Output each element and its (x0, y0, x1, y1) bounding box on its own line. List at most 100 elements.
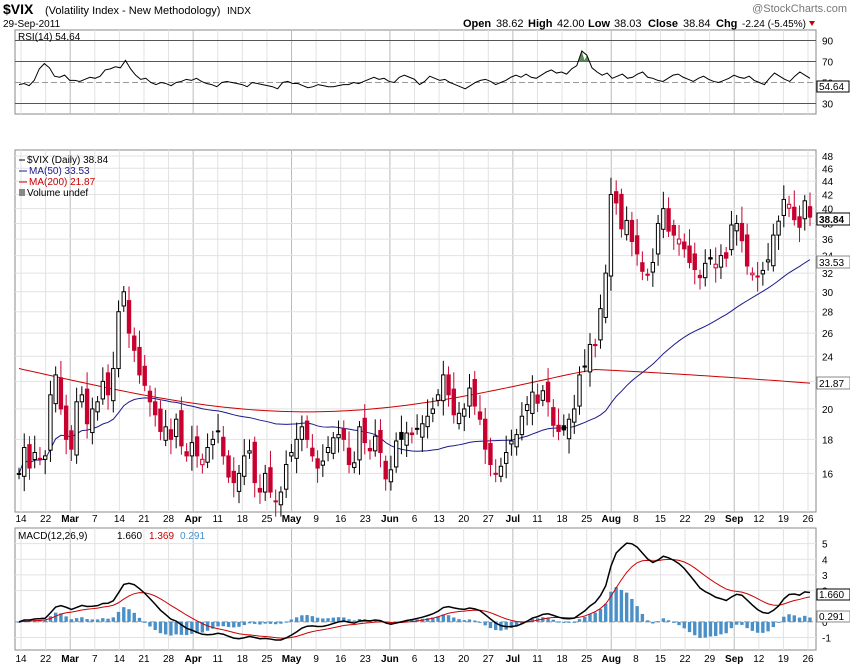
macd-hist-bar (410, 619, 414, 622)
candle-body (331, 437, 336, 454)
macd-hist-bar (771, 621, 776, 628)
candle-body (676, 238, 682, 245)
candle-body (729, 224, 734, 251)
candle-body (493, 472, 498, 475)
macd-hist-bar (661, 618, 666, 622)
high-value: 42.00 (557, 18, 585, 30)
macd-hist-bar (530, 618, 535, 622)
macd-signal-line (18, 558, 811, 639)
candle-body (294, 438, 299, 459)
x-tick-label: Jul (506, 654, 521, 665)
legend-volume: Volume undef (27, 188, 88, 199)
candle-body (425, 415, 430, 428)
candle-body (650, 261, 656, 273)
candle-body (771, 234, 776, 267)
macd-hist-bar (315, 617, 320, 622)
macd-hist-bar (258, 621, 262, 625)
candle-body (634, 235, 640, 255)
macd-tick-label: 4 (822, 555, 828, 566)
x-tick-label: 25 (581, 654, 593, 665)
candle-body (84, 388, 90, 425)
candle-body (540, 390, 546, 401)
macd-hist-bar (745, 621, 749, 629)
rsi-panel (14, 29, 817, 115)
macd-hist-value: 0.291 (180, 531, 205, 542)
macd-hist-bar (609, 591, 613, 622)
macd-hist-bar (148, 621, 152, 627)
candle-body (467, 387, 472, 407)
price-panel (14, 149, 817, 513)
x-tick-label: Sep (725, 514, 743, 525)
macd-hist-bar (69, 619, 74, 622)
macd-hist-bar (729, 621, 734, 629)
candle-body (231, 470, 236, 484)
macd-hist-bar (221, 621, 225, 627)
x-tick-label: 9 (313, 514, 319, 525)
candle-body (739, 222, 745, 242)
price-tick-label: 24 (822, 352, 834, 363)
candle-body (142, 365, 147, 386)
x-tick-label: 8 (633, 654, 639, 665)
macd-hist-bar (232, 621, 236, 628)
legend-ma200: MA(200) 21.87 (29, 177, 96, 188)
candle-body (367, 447, 373, 452)
x-axis-macd: 14 22 Mar 7 14 21 28 Apr 11 18 25 May 9 16 23 Jun 6 13 20 2… (15, 654, 814, 665)
macd-hist-bar (714, 621, 718, 637)
macd-hist-bar (462, 620, 466, 622)
candle-body (163, 426, 168, 441)
macd-tag (816, 588, 850, 601)
candle-body (587, 343, 593, 373)
candle-body (577, 374, 582, 407)
candle-body (603, 272, 608, 318)
candle-body (383, 460, 388, 480)
candle-body (524, 404, 530, 412)
macd-tick-label: -1 (822, 633, 831, 644)
grid (15, 30, 816, 650)
macd-hist-bar (494, 621, 498, 631)
macd-hist-bar (483, 621, 487, 626)
macd-hist-bar (127, 609, 131, 622)
candle-body (509, 440, 514, 445)
candle-body (257, 487, 263, 493)
candle-body (655, 222, 661, 255)
candle-body (488, 442, 493, 466)
macd-hist-bar (672, 621, 676, 623)
candle-body (362, 417, 367, 444)
candle-body (205, 447, 210, 463)
candle-body (566, 418, 572, 440)
candle-body (723, 252, 729, 259)
down-arrow-icon (809, 21, 815, 26)
candlesticks (16, 177, 813, 517)
macd-hist-bar (740, 621, 744, 625)
candle-body (551, 407, 556, 426)
x-tick-label: 27 (483, 514, 495, 525)
macd-hist-bar (645, 620, 650, 622)
x-tick-label: 26 (802, 654, 814, 665)
x-tick-label: 22 (679, 654, 691, 665)
candle-body (399, 431, 404, 440)
macd-hist-bar (431, 617, 435, 622)
macd-hist-bar (604, 603, 608, 622)
x-tick-label: 22 (40, 654, 52, 665)
candle-body (682, 241, 687, 250)
macd-hist-bar (457, 619, 461, 622)
price-tick-label: 36 (822, 235, 834, 246)
candle-body (718, 255, 724, 268)
macd-hist-bar (59, 613, 63, 622)
ma50-tag-text: 33.53 (819, 258, 844, 269)
macd-hist-bar (514, 621, 519, 627)
macd-hist-bar (782, 616, 786, 622)
candle-body (697, 274, 703, 279)
hist-tag (816, 610, 850, 623)
macd-label: MACD(12,26,9) (18, 531, 87, 542)
x-tick-label: 22 (679, 514, 691, 525)
candle-body (153, 401, 158, 416)
macd-hist-bar (116, 611, 121, 622)
rsi-tick-label: 30 (822, 100, 834, 111)
x-tick-label: 20 (458, 514, 470, 525)
x-tick-label: Apr (185, 514, 202, 525)
macd-tick-label: 3 (822, 571, 828, 582)
macd-hist-bar (80, 617, 84, 622)
candle-body (184, 451, 189, 457)
open-label: Open (463, 18, 491, 30)
